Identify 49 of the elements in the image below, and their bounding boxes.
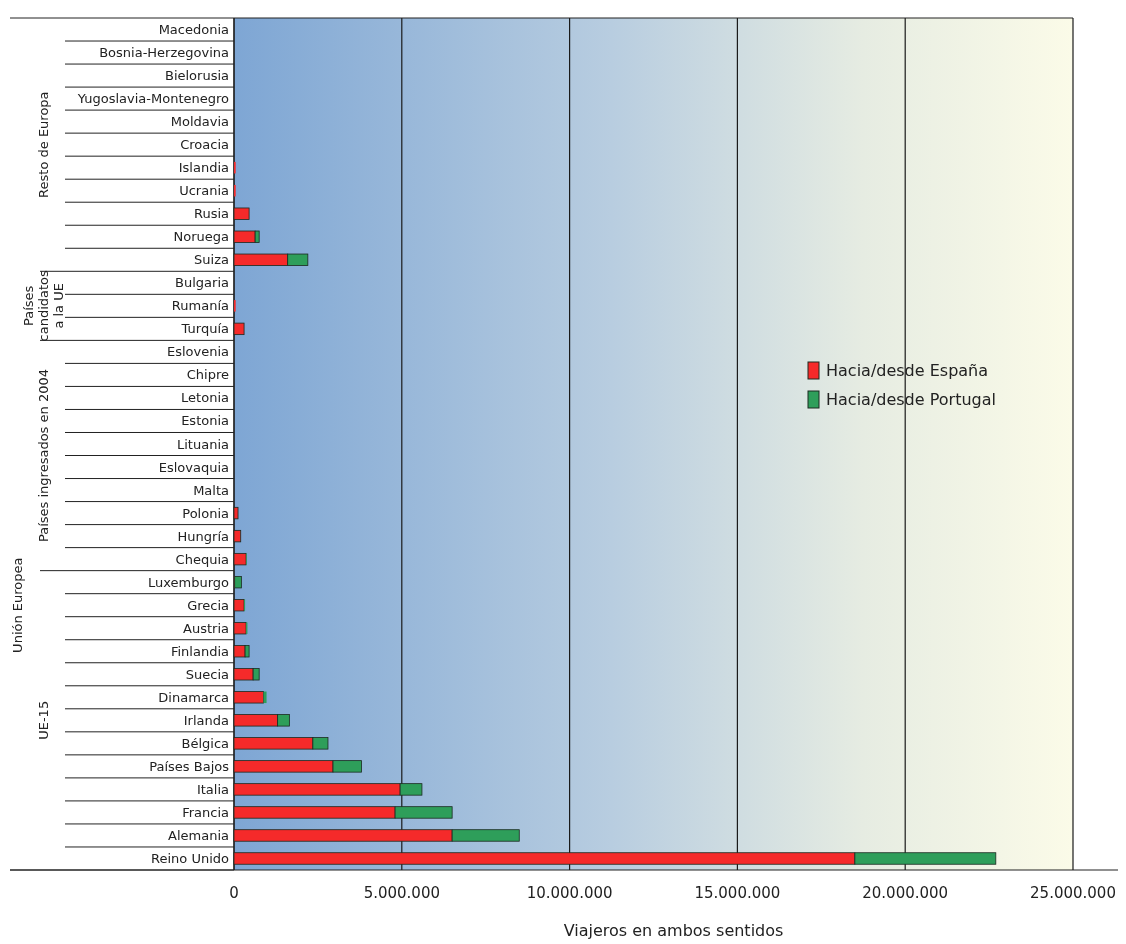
y-tick-label: Moldavia [170,114,229,130]
y-tick-label: Suiza [194,252,229,268]
text: UE-15 [36,700,51,740]
y-tick-label: Bosnia-Herzegovina [99,45,229,61]
x-tick-label: 15.000.000 [694,884,781,902]
y-tick-label: Chequia [175,551,229,567]
x-tick-label: 20.000.000 [862,884,949,902]
y-tick-label: Bulgaria [175,275,229,291]
x-tick-label: 5.000.000 [363,884,440,902]
y-tick-label: Eslovenia [166,344,229,360]
y-tick-label: Chipre [186,367,229,383]
y-tick-label: Luxemburgo [147,574,230,590]
y-tick-label: Letonia [181,390,229,406]
text: Países ingresados en 2004 [36,369,51,543]
y-tick-label: Países Bajos [149,758,230,774]
y-tick-label: Rumanía [171,298,229,314]
x-tick-label: 25.000.000 [1030,884,1116,902]
y-tick-label: Noruega [173,229,229,245]
y-tick-label: Polonia [182,505,229,521]
x-tick-label: 10.000.000 [526,884,613,902]
text: Resto de Europa [36,91,51,198]
y-tick-label: Ucrania [179,183,229,199]
y-tick-label: Reino Unido [151,850,230,866]
y-tick-label: Francia [182,804,229,820]
x-axis-title: Viajeros en ambos sentidos [563,921,784,940]
y-tick-label: Rusia [193,206,229,222]
y-tick-label: Suecia [185,666,229,682]
y-tick-label: Islandia [178,160,229,176]
y-tick-label: Yugoslavia-Montenegro [76,91,230,107]
y-tick-label: Grecia [187,597,229,613]
y-tick-label: Irlanda [183,712,229,728]
y-tick-label: Hungría [177,528,229,544]
y-tick-label: Bélgica [181,735,229,751]
y-tick-label: Macedonia [158,22,229,38]
y-tick-label: Croacia [180,137,229,153]
y-tick-label: Dinamarca [158,689,229,705]
y-tick-label: Italia [196,781,229,797]
y-tick-label: Malta [193,482,229,498]
y-tick-label: Estonia [181,413,229,429]
y-tick-label: Eslovaquia [158,459,229,475]
y-tick-label: Austria [183,620,229,636]
y-tick-label: Lituania [177,436,229,452]
text: Países candidatos a la UE [21,269,66,342]
y-tick-label: Finlandia [170,643,229,659]
x-tick-label: 0 [229,884,239,902]
y-tick-label: Turquía [180,321,229,337]
y-tick-label: Bielorusia [164,68,229,84]
y-tick-label: Alemania [168,827,229,843]
text: Unión Europea [10,557,25,653]
